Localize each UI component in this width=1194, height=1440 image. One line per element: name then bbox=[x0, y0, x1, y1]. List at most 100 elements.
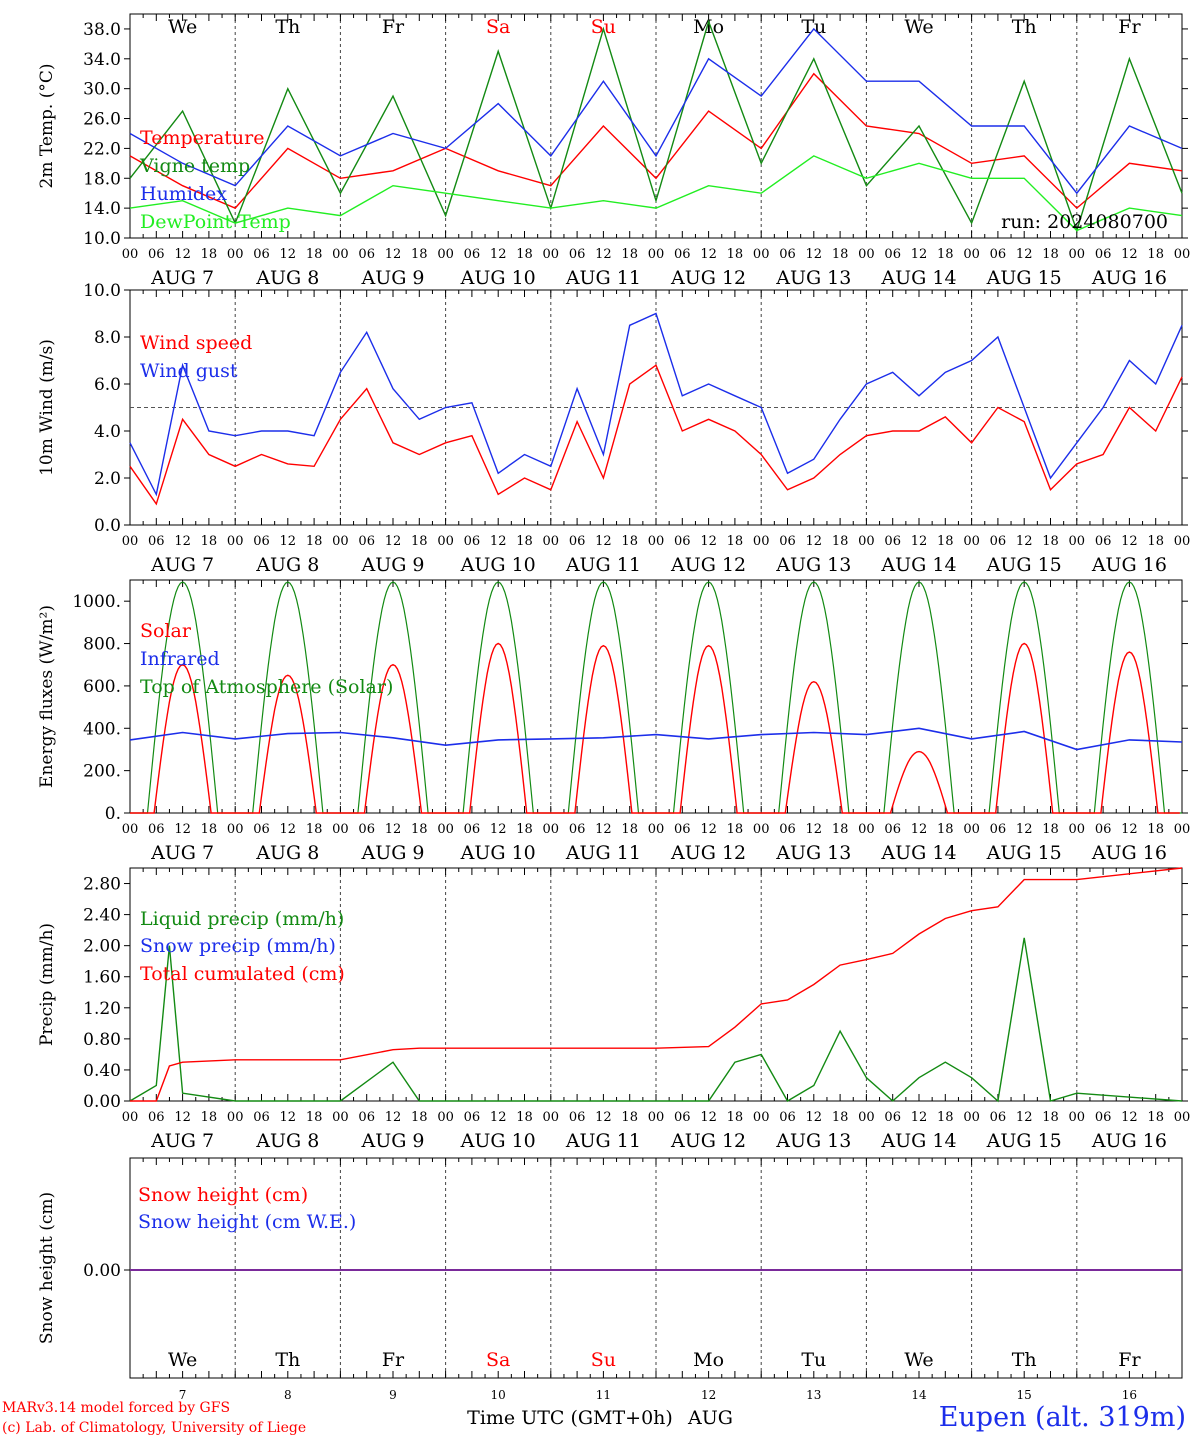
hour-tick-label: 00 bbox=[1174, 1110, 1191, 1125]
date-number-label: 12 bbox=[701, 1388, 716, 1402]
hour-tick-label: 00 bbox=[437, 247, 454, 262]
legend-entry: Infrared bbox=[140, 648, 220, 670]
weekday-label: Sa bbox=[486, 16, 510, 38]
y-tick-label: 1000. bbox=[72, 592, 121, 612]
date-tick-label: AUG 13 bbox=[775, 1130, 851, 1152]
hour-tick-label: 06 bbox=[674, 822, 691, 837]
y-tick-label: 2.40 bbox=[83, 906, 121, 926]
date-tick-label: AUG 15 bbox=[986, 1130, 1062, 1152]
hour-tick-label: 06 bbox=[253, 247, 270, 262]
y-axis-label: 10m Wind (m/s) bbox=[37, 339, 57, 476]
hour-tick-label: 06 bbox=[464, 822, 481, 837]
hour-tick-label: 06 bbox=[358, 534, 375, 549]
run-label: run: 2024080700 bbox=[1001, 211, 1168, 233]
hour-tick-label: 00 bbox=[227, 247, 244, 262]
hour-tick-label: 12 bbox=[911, 534, 928, 549]
series-line-humidex bbox=[129, 27, 1183, 195]
hour-tick-label: 18 bbox=[411, 534, 428, 549]
hour-tick-label: 06 bbox=[464, 247, 481, 262]
station-label: Eupen (alt. 319m) bbox=[938, 1402, 1186, 1433]
hour-tick-label: 00 bbox=[332, 534, 349, 549]
date-tick-label: AUG 10 bbox=[460, 554, 536, 576]
date-tick-label: AUG 7 bbox=[150, 267, 214, 289]
hour-tick-label: 06 bbox=[569, 1110, 586, 1125]
date-tick-label: AUG 11 bbox=[565, 554, 641, 576]
hour-tick-label: 12 bbox=[911, 247, 928, 262]
hour-tick-label: 18 bbox=[727, 1110, 744, 1125]
hour-tick-label: 18 bbox=[1042, 1110, 1059, 1125]
hour-tick-label: 18 bbox=[306, 1110, 323, 1125]
y-tick-label: 0.40 bbox=[83, 1061, 121, 1081]
weekday-label: We bbox=[168, 1349, 197, 1371]
hour-tick-label: 12 bbox=[700, 247, 717, 262]
hour-tick-label: 12 bbox=[1016, 247, 1033, 262]
hour-tick-label: 06 bbox=[253, 822, 270, 837]
date-number-label: 13 bbox=[806, 1388, 821, 1402]
hour-tick-label: 00 bbox=[1174, 247, 1191, 262]
date-tick-label: AUG 9 bbox=[360, 842, 424, 864]
hour-tick-label: 12 bbox=[806, 247, 823, 262]
hour-tick-label: 06 bbox=[990, 247, 1007, 262]
hour-tick-label: 00 bbox=[543, 1110, 560, 1125]
y-tick-label: 2.00 bbox=[83, 937, 121, 957]
hour-tick-label: 12 bbox=[1016, 534, 1033, 549]
hour-tick-label: 00 bbox=[332, 247, 349, 262]
hour-tick-label: 00 bbox=[543, 822, 560, 837]
y-tick-label: 400. bbox=[83, 719, 121, 739]
date-number-label: 15 bbox=[1017, 1388, 1032, 1402]
date-tick-label: AUG 8 bbox=[255, 554, 319, 576]
hour-tick-label: 18 bbox=[727, 822, 744, 837]
hour-tick-label: 18 bbox=[1147, 534, 1164, 549]
hour-tick-label: 12 bbox=[490, 1110, 507, 1125]
hour-tick-label: 18 bbox=[832, 822, 849, 837]
date-tick-label: AUG 9 bbox=[360, 267, 424, 289]
y-tick-label: 1.60 bbox=[83, 968, 121, 988]
hour-tick-label: 18 bbox=[411, 247, 428, 262]
date-tick-label: AUG 12 bbox=[670, 842, 746, 864]
hour-tick-label: 12 bbox=[490, 247, 507, 262]
date-number-label: 9 bbox=[389, 1388, 397, 1402]
hour-tick-label: 18 bbox=[1042, 247, 1059, 262]
hour-tick-label: 12 bbox=[911, 1110, 928, 1125]
hour-tick-label: 12 bbox=[174, 822, 191, 837]
date-tick-label: AUG 14 bbox=[880, 1130, 956, 1152]
hour-tick-label: 18 bbox=[201, 534, 218, 549]
hour-tick-label: 18 bbox=[1147, 1110, 1164, 1125]
date-tick-label: AUG 8 bbox=[255, 267, 319, 289]
hour-tick-label: 12 bbox=[174, 247, 191, 262]
hour-tick-label: 00 bbox=[437, 822, 454, 837]
y-tick-label: 38.0 bbox=[83, 20, 121, 40]
legend-entry: Vigne temp bbox=[139, 155, 250, 177]
hour-tick-label: 12 bbox=[490, 822, 507, 837]
y-tick-label: 0.0 bbox=[94, 516, 121, 536]
hour-tick-label: 18 bbox=[201, 822, 218, 837]
hour-tick-label: 00 bbox=[1069, 247, 1086, 262]
hour-tick-label: 12 bbox=[1121, 247, 1138, 262]
y-tick-label: 22.0 bbox=[83, 139, 121, 159]
legend-entry: Wind gust bbox=[140, 360, 238, 382]
legend-entry: DewPoint Temp bbox=[140, 211, 291, 233]
hour-tick-label: 00 bbox=[753, 247, 770, 262]
y-axis-label: 2m Temp. (°C) bbox=[37, 63, 57, 188]
hour-tick-label: 06 bbox=[884, 1110, 901, 1125]
y-tick-label: 14.0 bbox=[83, 199, 121, 219]
y-tick-label: 0.00 bbox=[83, 1092, 121, 1112]
legend-entry: Solar bbox=[140, 620, 192, 642]
hour-tick-label: 00 bbox=[227, 1110, 244, 1125]
hour-tick-label: 00 bbox=[1174, 534, 1191, 549]
y-tick-label: 0.00 bbox=[83, 1261, 121, 1281]
hour-tick-label: 18 bbox=[1042, 534, 1059, 549]
hour-tick-label: 06 bbox=[464, 1110, 481, 1125]
hour-tick-label: 18 bbox=[516, 1110, 533, 1125]
weekday-label: Tu bbox=[801, 1349, 826, 1371]
credit-model: MARv3.14 model forced by GFS bbox=[2, 1400, 231, 1416]
legend-entry: Snow precip (mm/h) bbox=[140, 935, 336, 957]
hour-tick-label: 00 bbox=[858, 1110, 875, 1125]
date-tick-label: AUG 16 bbox=[1091, 842, 1167, 864]
hour-tick-label: 12 bbox=[700, 822, 717, 837]
weekday-label: Tu bbox=[801, 16, 826, 38]
hour-tick-label: 00 bbox=[543, 247, 560, 262]
series-line-wind-speed bbox=[129, 364, 1183, 506]
hour-tick-label: 12 bbox=[1121, 534, 1138, 549]
y-tick-label: 30.0 bbox=[83, 80, 121, 100]
